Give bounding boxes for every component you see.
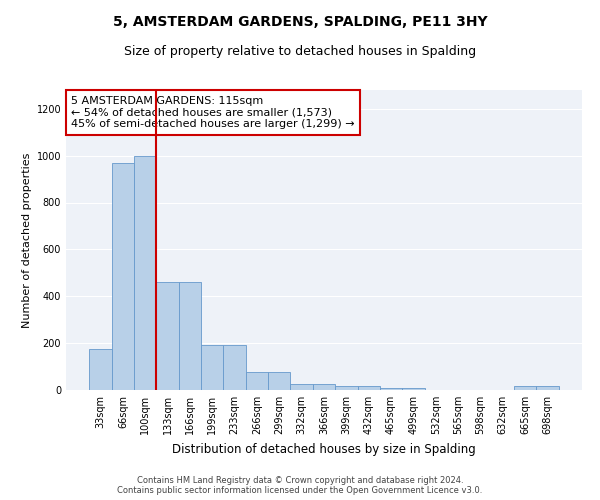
Bar bbox=[201, 346, 223, 390]
Bar bbox=[514, 386, 536, 390]
Bar bbox=[112, 162, 134, 390]
Text: Contains HM Land Registry data © Crown copyright and database right 2024.
Contai: Contains HM Land Registry data © Crown c… bbox=[118, 476, 482, 495]
Bar bbox=[313, 384, 335, 390]
Bar bbox=[157, 282, 179, 390]
Text: Size of property relative to detached houses in Spalding: Size of property relative to detached ho… bbox=[124, 45, 476, 58]
Bar bbox=[268, 372, 290, 390]
Bar bbox=[223, 346, 246, 390]
Bar bbox=[246, 372, 268, 390]
Bar bbox=[290, 384, 313, 390]
Bar bbox=[134, 156, 157, 390]
Bar bbox=[380, 388, 402, 390]
Bar bbox=[402, 388, 425, 390]
Text: 5 AMSTERDAM GARDENS: 115sqm
← 54% of detached houses are smaller (1,573)
45% of : 5 AMSTERDAM GARDENS: 115sqm ← 54% of det… bbox=[71, 96, 355, 129]
Bar bbox=[536, 386, 559, 390]
Y-axis label: Number of detached properties: Number of detached properties bbox=[22, 152, 32, 328]
Bar bbox=[179, 282, 201, 390]
Bar bbox=[89, 349, 112, 390]
X-axis label: Distribution of detached houses by size in Spalding: Distribution of detached houses by size … bbox=[172, 442, 476, 456]
Bar bbox=[358, 386, 380, 390]
Text: 5, AMSTERDAM GARDENS, SPALDING, PE11 3HY: 5, AMSTERDAM GARDENS, SPALDING, PE11 3HY bbox=[113, 15, 487, 29]
Bar bbox=[335, 386, 358, 390]
